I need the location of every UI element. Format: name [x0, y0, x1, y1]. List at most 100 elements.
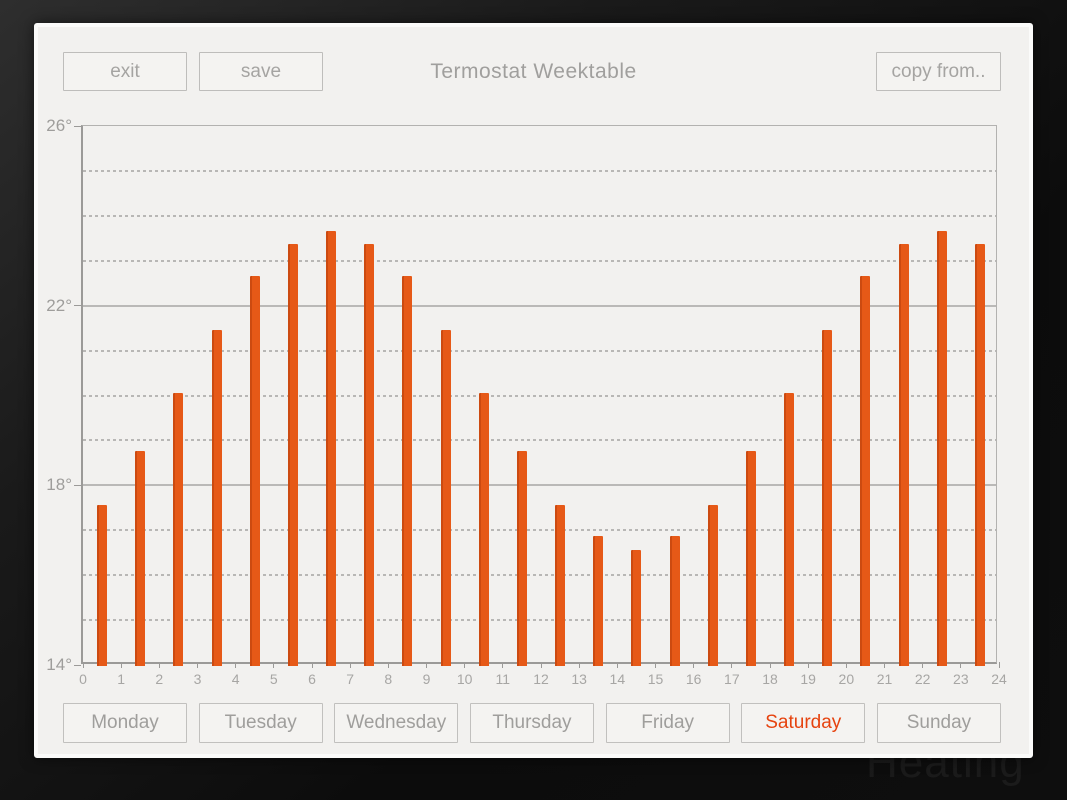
temperature-bar-hour-9[interactable] — [440, 329, 451, 666]
x-axis-tick — [807, 662, 809, 668]
x-axis-label: 18 — [762, 671, 778, 687]
x-axis-tick — [884, 662, 885, 668]
temperature-bar-hour-14[interactable] — [631, 549, 642, 666]
x-axis-label: 17 — [724, 671, 740, 687]
temperature-bar-hour-11[interactable] — [516, 450, 527, 666]
gridline-dashed — [83, 259, 996, 262]
x-axis-label: 13 — [571, 671, 587, 687]
y-axis-tick — [74, 484, 81, 486]
temperature-bar-hour-0[interactable] — [97, 504, 108, 666]
y-axis-tick — [74, 664, 81, 666]
x-axis-tick — [235, 662, 237, 668]
thermostat-weektable-panel: exit save Termostat Weektable copy from.… — [34, 23, 1033, 758]
temperature-bar-hour-22[interactable] — [936, 230, 947, 666]
x-axis-label: 23 — [953, 671, 969, 687]
temperature-bar-hour-21[interactable] — [898, 244, 909, 666]
x-axis-label: 2 — [155, 671, 164, 687]
exit-button[interactable]: exit — [63, 52, 187, 91]
x-axis-tick — [387, 662, 389, 668]
temperature-bar-hour-1[interactable] — [135, 450, 146, 666]
temperature-bar-hour-10[interactable] — [478, 392, 489, 666]
x-axis-tick — [845, 662, 847, 668]
day-tab-thursday[interactable]: Thursday — [469, 703, 594, 743]
temperature-bar-hour-23[interactable] — [974, 244, 985, 666]
x-axis-tick — [426, 662, 427, 668]
temperature-bar-hour-5[interactable] — [287, 244, 298, 666]
x-axis-tick — [693, 662, 695, 668]
x-axis-label: 0 — [79, 671, 87, 687]
save-button[interactable]: save — [199, 52, 323, 91]
x-axis-label: 22 — [914, 671, 931, 687]
day-tab-saturday[interactable]: Saturday — [741, 703, 866, 743]
x-axis-tick — [769, 662, 771, 668]
x-axis-label: 6 — [308, 671, 316, 687]
x-axis-tick — [273, 662, 275, 668]
day-tab-friday[interactable]: Friday — [605, 703, 730, 743]
y-axis-label: 18° — [46, 475, 72, 495]
copy-from-button[interactable]: copy from.. — [876, 52, 1001, 91]
x-axis-tick — [311, 662, 313, 668]
x-axis-tick — [655, 662, 656, 668]
x-axis-label: 15 — [647, 671, 664, 687]
x-axis-label: 8 — [384, 671, 393, 687]
x-axis-tick — [922, 662, 924, 668]
x-axis-label: 11 — [495, 671, 511, 687]
x-axis-tick — [120, 662, 122, 668]
temperature-bar-hour-12[interactable] — [555, 504, 566, 666]
temperature-bar-hour-15[interactable] — [669, 536, 680, 666]
x-axis-tick — [731, 662, 733, 668]
x-axis-label: 10 — [456, 671, 473, 687]
page-title: Termostat Weektable — [430, 60, 637, 83]
x-axis-label: 1 — [117, 671, 126, 687]
temperature-bar-hour-20[interactable] — [860, 275, 871, 666]
temperature-bar-hour-8[interactable] — [402, 275, 413, 666]
x-axis-tick — [349, 662, 351, 668]
y-axis-label: 22° — [46, 295, 72, 315]
x-axis-label: 21 — [876, 671, 893, 687]
day-tab-monday[interactable]: Monday — [63, 703, 187, 743]
x-axis-label: 7 — [346, 671, 355, 687]
gridline-dashed — [83, 169, 996, 172]
temperature-bar-hour-16[interactable] — [707, 504, 718, 666]
day-tab-tuesday[interactable]: Tuesday — [198, 703, 323, 743]
y-axis-tick — [74, 305, 81, 307]
temperature-bar-hour-6[interactable] — [326, 230, 337, 666]
y-axis-tick — [74, 125, 81, 127]
temperature-bar-hour-19[interactable] — [822, 329, 833, 666]
temperature-bar-hour-7[interactable] — [364, 244, 375, 666]
x-axis-tick — [464, 662, 466, 668]
temperature-bar-hour-17[interactable] — [745, 450, 756, 666]
x-axis-label: 3 — [193, 671, 202, 687]
weektable-bar-chart: 26° 22° 18° 14° 0 1 2 3 4 5 6 7 8 9 10 11 12 13 14 15 16 17 18… — [46, 117, 1007, 688]
temperature-bar-hour-4[interactable] — [249, 275, 260, 666]
x-axis-label: 20 — [838, 671, 855, 687]
gridline-dashed — [83, 214, 996, 217]
y-axis-label: 26° — [46, 116, 72, 135]
day-tab-wednesday[interactable]: Wednesday — [334, 703, 459, 743]
temperature-bar-hour-18[interactable] — [784, 392, 795, 666]
x-axis-tick — [616, 662, 618, 668]
x-axis-label: 14 — [609, 671, 626, 687]
x-axis-tick — [960, 662, 962, 668]
temperature-bar-hour-2[interactable] — [173, 392, 184, 666]
y-axis-label: 14° — [46, 655, 72, 674]
temperature-bar-hour-13[interactable] — [593, 536, 604, 666]
temperature-bar-hour-3[interactable] — [211, 329, 222, 666]
x-axis-tick — [158, 662, 160, 668]
x-axis-label: 24 — [991, 671, 1007, 687]
x-axis-tick — [578, 662, 580, 668]
x-axis-tick — [197, 662, 198, 668]
x-axis-label: 5 — [269, 671, 278, 687]
x-axis-label: 19 — [800, 671, 816, 687]
day-tab-sunday[interactable]: Sunday — [876, 703, 1001, 743]
x-axis-label: 16 — [685, 671, 702, 687]
x-axis-tick — [540, 662, 542, 668]
x-axis-label: 4 — [231, 671, 240, 687]
gridline-solid — [83, 304, 996, 307]
x-axis-tick — [502, 662, 504, 668]
x-axis-label: 9 — [422, 671, 431, 687]
x-axis-tick — [998, 662, 1000, 668]
x-axis-tick — [82, 662, 84, 668]
x-axis-label: 12 — [533, 671, 549, 687]
